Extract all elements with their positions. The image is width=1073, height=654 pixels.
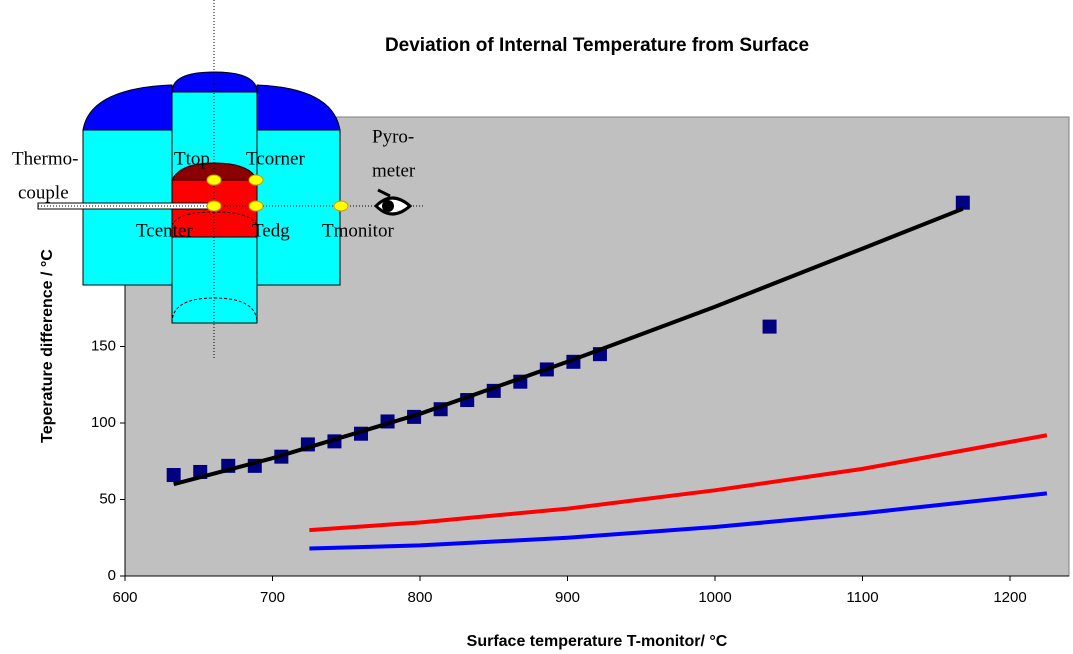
x-tick-label: 600 <box>112 589 137 606</box>
y-tick-label: 100 <box>91 414 116 431</box>
eye-icon <box>373 188 413 216</box>
data-point <box>955 195 970 210</box>
brow <box>377 188 391 198</box>
sensor <box>248 174 264 186</box>
sample-curve <box>171 211 258 227</box>
fit-line <box>309 491 1048 551</box>
sensor <box>206 174 222 186</box>
column-curve <box>171 297 258 324</box>
diagram-label: Thermo- <box>12 148 78 169</box>
diagram-label: meter <box>372 160 416 181</box>
data-point <box>166 468 181 483</box>
pupil <box>382 200 394 212</box>
sensor <box>248 200 264 212</box>
x-tick-label: 1200 <box>993 589 1026 606</box>
x-tick-label: 900 <box>555 589 580 606</box>
sensor <box>206 200 222 212</box>
diagram-label: Tcorner <box>246 148 305 169</box>
y-tick-label: 0 <box>108 567 116 584</box>
diagram-label: Pyro- <box>372 126 414 147</box>
diagram-label: couple <box>18 182 69 203</box>
y-tick-label: 150 <box>91 337 116 354</box>
data-point <box>762 319 777 334</box>
fit-line <box>173 206 964 487</box>
y-tick-label: 50 <box>99 490 116 507</box>
diagram-label: Tmonitor <box>322 220 394 241</box>
x-tick-label: 800 <box>407 589 432 606</box>
x-tick-label: 1100 <box>846 589 878 606</box>
x-tick-label: 1000 <box>698 589 731 606</box>
x-tick-label: 700 <box>260 589 285 606</box>
diagram-label: Tcenter <box>136 220 193 241</box>
x-axis-label: Surface temperature T-monitor/ °C <box>467 633 728 650</box>
y-axis-label: Teperature difference / °C <box>39 249 56 443</box>
chart-title: Deviation of Internal Temperature from S… <box>385 35 809 56</box>
fit-line <box>309 433 1048 533</box>
diagram-label: Tedg <box>252 220 290 241</box>
apparatus-diagram: Thermo- couple Ttop Tcorner Pyro- meter … <box>12 0 425 360</box>
sensor-dots <box>206 174 349 212</box>
sensor <box>333 200 349 212</box>
diagram-label: Ttop <box>174 148 210 169</box>
